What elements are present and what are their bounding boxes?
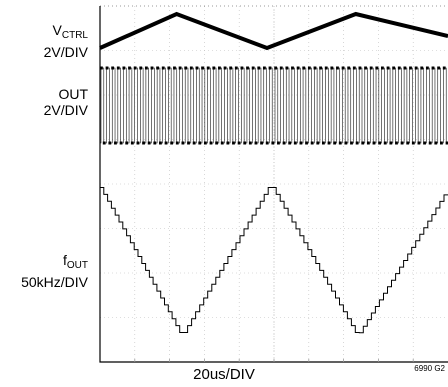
- vctrl-scale: 2V/DIV: [43, 44, 88, 60]
- fout-scale: 50kHz/DIV: [21, 274, 88, 290]
- traces: [99, 11, 448, 334]
- figure-reference: 6990 G2: [414, 364, 445, 373]
- frame: [99, 6, 448, 363]
- vctrl-trace: [99, 11, 448, 51]
- channel-label-out: OUT 2V/DIV: [44, 86, 88, 118]
- channel-label-fout: fOUT 50kHz/DIV: [21, 252, 88, 290]
- channel-label-vctrl: VCTRL 2V/DIV: [43, 22, 88, 60]
- out-scale: 2V/DIV: [43, 102, 88, 118]
- out-name: OUT: [58, 86, 88, 102]
- graticule: [99, 5, 448, 363]
- x-axis-label: 20us/DIV: [193, 366, 255, 383]
- fout-trace: [100, 187, 448, 334]
